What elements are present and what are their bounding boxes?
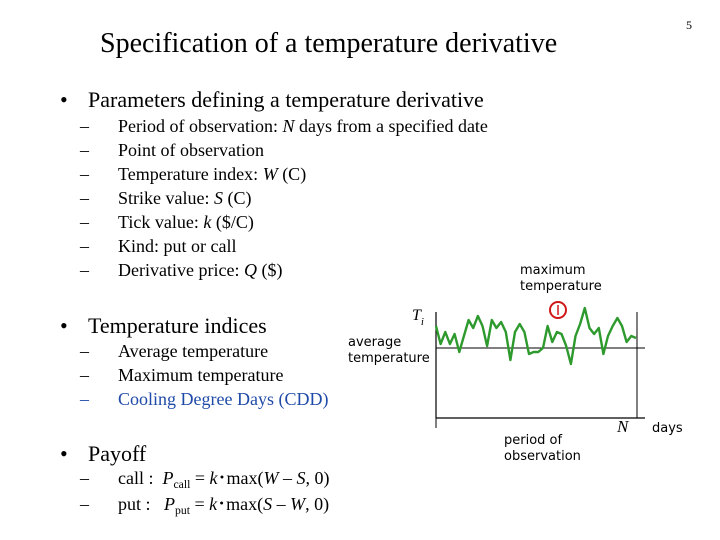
parameter-item: – Kind: put or call [80,236,237,256]
parameter-item: – Period of observation: N days from a sp… [80,116,488,136]
section3-heading: Payoff [88,441,147,466]
page-number: 5 [686,18,692,32]
section1-heading: Parameters defining a temperature deriva… [88,87,484,112]
parameter-item: – Strike value: S (C) [80,188,252,208]
label-average-line2: temperature [348,351,430,366]
maximum-marker-circle [549,301,567,319]
label-maximum-line1: maximum [520,263,586,278]
index-item-cdd: – Cooling Degree Days (CDD) [80,389,329,409]
label-ti: Ti [412,307,424,328]
parameters-list: – Period of observation: N days from a sp… [80,114,488,282]
bullet-payoff: • Payoff [60,441,146,467]
index-item-maximum: – Maximum temperature [80,365,284,385]
label-maximum-line2: temperature [520,279,602,294]
bullet-dot: • [60,313,68,338]
label-period-line1: period of [504,433,562,448]
bullet-parameters: • Parameters defining a temperature deriv… [60,87,484,113]
bullet-dot: • [60,441,68,466]
label-period-line2: observation [504,449,581,464]
index-item-average: – Average temperature [80,341,269,361]
parameter-item: – Point of observation [80,140,264,160]
payoff-put: – put : Pput = k･max(S – W, 0) [80,494,330,517]
bullet-temperature-indices: • Temperature indices [60,313,267,339]
temperature-series-line [434,306,637,366]
payoff-call: – call : Pcall = k･max(W – S, 0) [80,468,330,491]
label-n: N [616,417,630,436]
label-days: days [652,421,683,436]
section2-heading: Temperature indices [88,313,267,338]
label-average-line1: average [348,335,401,350]
bullet-dot: • [60,87,68,112]
parameter-item: – Temperature index: W (C) [80,164,307,184]
parameter-item: – Derivative price: Q ($) [80,260,283,280]
parameter-item: – Tick value: k ($/C) [80,212,254,232]
slide-title: Specification of a temperature derivativ… [100,28,558,59]
